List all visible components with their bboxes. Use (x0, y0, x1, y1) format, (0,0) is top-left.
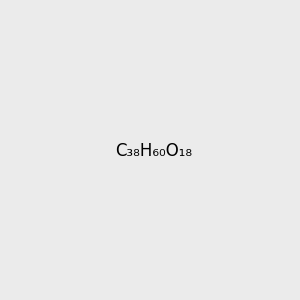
Text: C₃₈H₆₀O₁₈: C₃₈H₆₀O₁₈ (115, 142, 192, 160)
